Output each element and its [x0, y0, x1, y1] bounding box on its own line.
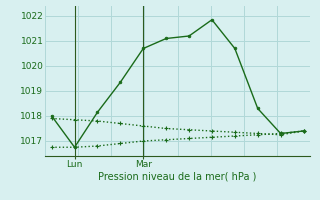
X-axis label: Pression niveau de la mer( hPa ): Pression niveau de la mer( hPa ): [99, 172, 257, 182]
